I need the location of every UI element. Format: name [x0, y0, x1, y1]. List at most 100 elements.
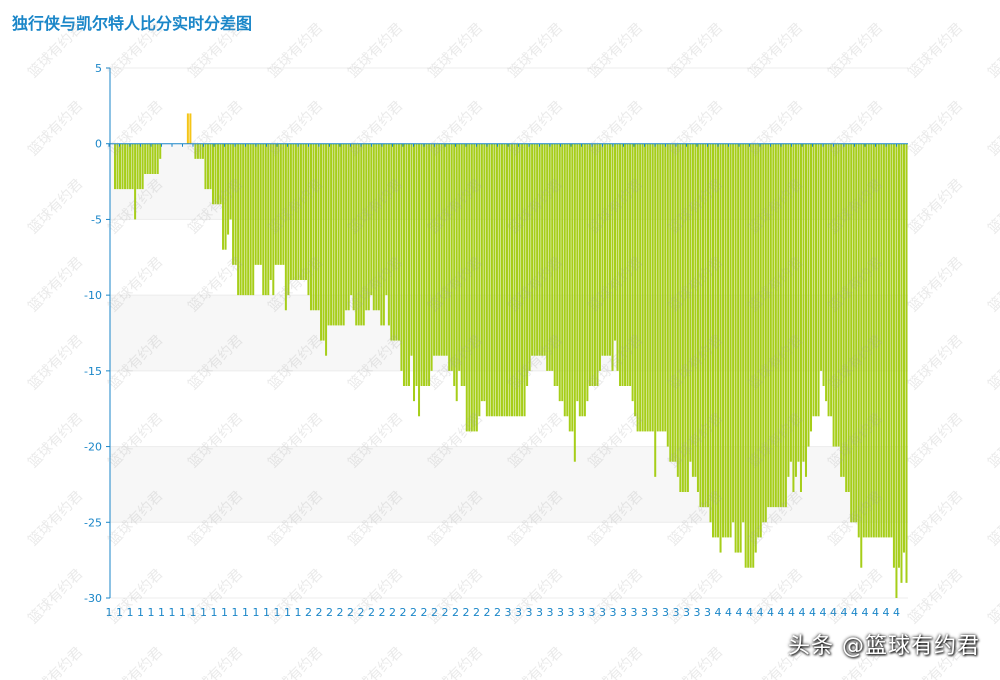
chart-bar: [830, 143, 833, 417]
chart-bar: [352, 143, 355, 311]
chart-bar: [591, 143, 594, 386]
chart-bar: [242, 143, 245, 296]
x-tick-label: 1: [179, 606, 186, 619]
chart-bar: [196, 143, 199, 159]
chart-bar: [302, 143, 305, 280]
y-tick-label: -30: [84, 592, 102, 605]
chart-bar: [146, 143, 149, 174]
chart-bar: [867, 143, 870, 538]
chart-bar: [372, 143, 375, 311]
x-tick-label: 4: [736, 606, 743, 619]
chart-bar: [287, 143, 290, 296]
chart-bar: [684, 143, 687, 492]
x-tick-label: 1: [106, 606, 113, 619]
chart-bar: [593, 143, 596, 386]
chart-bar: [201, 143, 204, 159]
x-tick-label: 4: [799, 606, 806, 619]
chart-bar: [704, 143, 707, 508]
chart-bar: [754, 143, 757, 553]
y-tick-label: -25: [84, 516, 102, 529]
chart-bar: [820, 143, 823, 371]
chart-bar: [606, 143, 609, 356]
chart-bar: [576, 143, 579, 402]
chart-bar: [365, 143, 368, 311]
chart-bar: [420, 143, 423, 386]
chart-bar: [500, 143, 503, 417]
chart-bar: [284, 143, 287, 311]
chart-bar: [475, 143, 478, 432]
chart-bar: [747, 143, 750, 568]
chart-bar: [709, 143, 712, 523]
x-tick-label: 1: [137, 606, 144, 619]
x-tick-label: 2: [347, 606, 354, 619]
chart-bar: [892, 143, 895, 568]
chart-bar: [696, 143, 699, 492]
chart-bar: [689, 143, 692, 462]
chart-bar: [902, 143, 905, 553]
x-tick-label: 4: [883, 606, 890, 619]
chart-bar: [209, 143, 212, 190]
chart-bar: [392, 143, 395, 341]
chart-bar: [126, 143, 129, 190]
chart-bar: [845, 143, 848, 492]
chart-bar: [357, 143, 360, 326]
chart-bar: [490, 143, 493, 417]
chart-bar: [493, 143, 496, 417]
y-tick-label: -15: [84, 365, 102, 378]
chart-bar: [767, 143, 770, 508]
chart-bar: [136, 143, 139, 190]
chart-bar: [445, 143, 448, 356]
chart-bar: [229, 143, 232, 220]
chart-bar: [468, 143, 471, 432]
chart-bar: [794, 143, 797, 477]
chart-bar: [377, 143, 380, 311]
chart-bar: [553, 143, 556, 386]
x-tick-label: 2: [431, 606, 438, 619]
chart-bar: [887, 143, 890, 538]
chart-bar: [581, 143, 584, 417]
chart-bar: [784, 143, 787, 508]
x-tick-label: 3: [557, 606, 564, 619]
chart-bar: [511, 143, 514, 417]
chart-bar: [325, 143, 328, 356]
chart-bar: [626, 143, 629, 386]
x-tick-label: 3: [641, 606, 648, 619]
x-tick-label: 2: [368, 606, 375, 619]
chart-bar: [134, 143, 137, 220]
chart-bar: [827, 143, 830, 417]
chart-bar: [789, 143, 792, 462]
chart-bar: [222, 143, 225, 250]
chart-bar: [194, 143, 197, 159]
chart-bar: [375, 143, 378, 311]
chart-bar: [232, 143, 235, 265]
chart-bar: [588, 143, 591, 386]
chart-bar: [508, 143, 511, 417]
chart-bar: [413, 143, 416, 402]
chart-bar: [498, 143, 501, 417]
x-tick-label: 2: [326, 606, 333, 619]
x-tick-label: 3: [515, 606, 522, 619]
chart-bar: [312, 143, 315, 311]
chart-bar: [847, 143, 850, 492]
chart-bar: [681, 143, 684, 492]
chart-bar: [129, 143, 132, 190]
chart-bar: [272, 143, 275, 296]
chart-bar: [505, 143, 508, 417]
chart-bar: [154, 143, 157, 174]
chart-bar: [395, 143, 398, 341]
chart-bar: [340, 143, 343, 326]
chart-bar: [239, 143, 242, 296]
chart-bar: [787, 143, 790, 477]
chart-bar: [782, 143, 785, 508]
chart-bar: [402, 143, 405, 386]
chart-bar: [870, 143, 873, 538]
chart-bar: [521, 143, 524, 417]
chart-bar: [282, 143, 285, 265]
chart-bar: [757, 143, 760, 538]
chart-bar: [546, 143, 549, 371]
chart-bar: [453, 143, 456, 386]
x-tick-label: 1: [148, 606, 155, 619]
chart-bar: [380, 143, 383, 326]
x-tick-label: 1: [190, 606, 197, 619]
chart-bar: [264, 143, 267, 296]
